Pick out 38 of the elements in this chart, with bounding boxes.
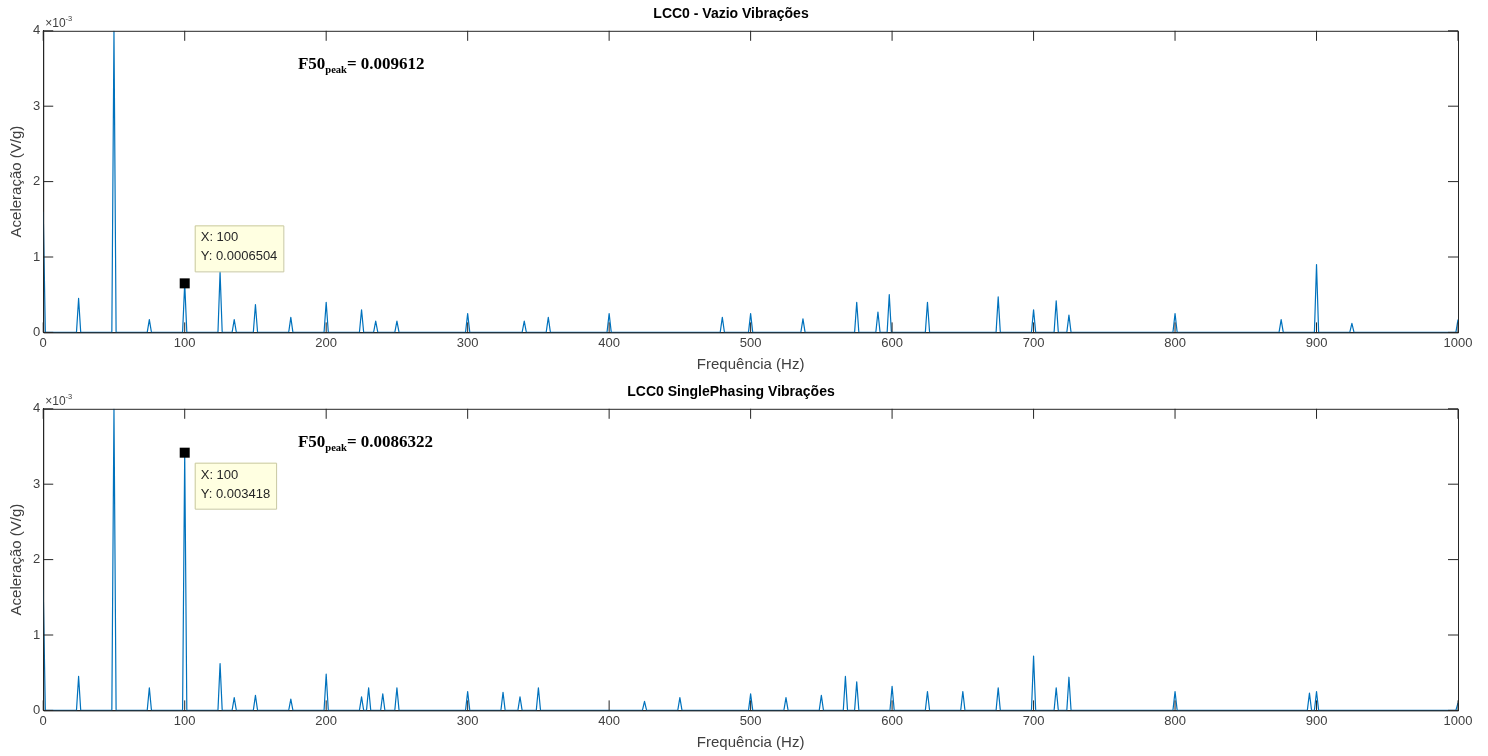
y-tick-label: 3 bbox=[33, 475, 41, 491]
x-axis-title: Frequência (Hz) bbox=[696, 355, 805, 373]
y-tick-label: 4 bbox=[33, 400, 41, 416]
chart-title: LCC0 - Vazio Vibrações bbox=[653, 5, 809, 22]
y-axis-title: Aceleração (V/g) bbox=[7, 503, 25, 616]
x-tick-label: 400 bbox=[598, 334, 620, 350]
chart-title: LCC0 SinglePhasing Vibrações bbox=[627, 383, 835, 400]
y-tick-label: 2 bbox=[33, 173, 41, 189]
x-tick-label: 200 bbox=[315, 334, 338, 350]
x-tick-label: 500 bbox=[739, 334, 762, 350]
x-tick-label: 700 bbox=[1022, 334, 1045, 350]
y-axis-title: Aceleração (V/g) bbox=[7, 125, 25, 238]
x-tick-label: 900 bbox=[1305, 712, 1328, 728]
x-tick-label: 600 bbox=[881, 712, 903, 728]
x-tick-label: 600 bbox=[881, 334, 903, 350]
x-tick-label: 800 bbox=[1164, 712, 1186, 728]
x-axis-title: Frequência (Hz) bbox=[696, 733, 805, 751]
annotation: X: 100 Y: 0.003418 bbox=[200, 466, 271, 501]
y-tick-label: 3 bbox=[33, 97, 41, 113]
x-tick-label: 100 bbox=[173, 334, 196, 350]
y-tick-label: 1 bbox=[33, 248, 41, 264]
y-tick-label: 0 bbox=[33, 323, 41, 339]
x-tick-label: 900 bbox=[1305, 334, 1328, 350]
y-tick-label: 0 bbox=[33, 701, 41, 717]
x-tick-label: 200 bbox=[315, 712, 338, 728]
x-tick-label: 300 bbox=[456, 712, 479, 728]
x-tick-label: 400 bbox=[598, 712, 620, 728]
x-tick-label: 800 bbox=[1164, 334, 1186, 350]
x-tick-label: 1000 bbox=[1443, 712, 1473, 728]
x-tick-label: 300 bbox=[456, 334, 479, 350]
annotation: X: 100 Y: 0.0006504 bbox=[200, 229, 278, 264]
x-tick-label: 500 bbox=[739, 712, 762, 728]
y-tick-label: 1 bbox=[33, 626, 41, 642]
x-tick-label: 100 bbox=[173, 712, 196, 728]
x-tick-label: 1000 bbox=[1443, 334, 1473, 350]
y-tick-label: 4 bbox=[33, 22, 41, 38]
y-tick-label: 2 bbox=[33, 551, 41, 567]
x-tick-label: 700 bbox=[1022, 712, 1045, 728]
